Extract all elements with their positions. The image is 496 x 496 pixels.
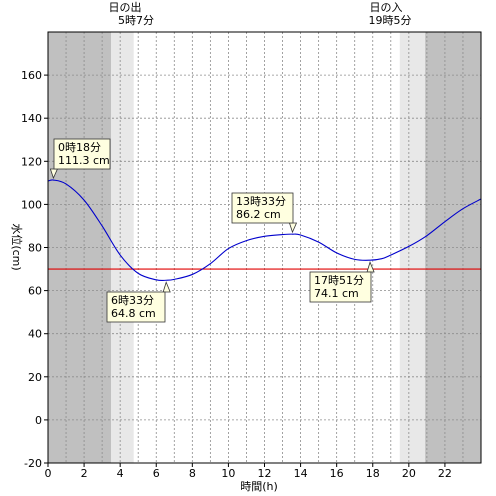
annotation-level: 74.1 cm xyxy=(314,287,359,300)
y-tick-label: 160 xyxy=(21,69,42,82)
sunrise-label: 日の出 xyxy=(109,0,142,14)
x-tick-label: 20 xyxy=(402,467,416,480)
annotation-pointer xyxy=(162,281,171,293)
annotation-time: 13時33分 xyxy=(236,195,286,208)
x-tick-label: 14 xyxy=(294,467,308,480)
y-tick-label: 80 xyxy=(28,242,42,255)
x-tick-label: 12 xyxy=(258,467,272,480)
x-tick-label: 10 xyxy=(221,467,235,480)
y-tick-label: 20 xyxy=(28,371,42,384)
annotation-box xyxy=(53,138,111,170)
x-tick-label: 8 xyxy=(189,467,196,480)
x-tick-label: 6 xyxy=(153,467,160,480)
y-tick-label: 0 xyxy=(35,414,42,427)
x-axis-label: 時間(h) xyxy=(240,480,278,493)
annotation-box xyxy=(309,271,372,303)
x-tick-label: 4 xyxy=(117,467,124,480)
annotation-level: 86.2 cm xyxy=(236,208,281,221)
x-tick-label: 18 xyxy=(366,467,380,480)
sunset-time: 19時5分 xyxy=(369,14,412,27)
x-tick-label: 16 xyxy=(330,467,344,480)
grid-lines xyxy=(48,32,481,463)
y-axis-label: 水位(cm) xyxy=(10,223,24,270)
y-tick-label: 100 xyxy=(21,198,42,211)
y-tick-label: 120 xyxy=(21,155,42,168)
x-tick-label: 0 xyxy=(45,467,52,480)
y-tick-label: 40 xyxy=(28,328,42,341)
series-group xyxy=(47,179,482,282)
annotation-box xyxy=(231,192,294,224)
sunset-label: 日の入 xyxy=(370,1,403,14)
annotation-time: 17時51分 xyxy=(314,274,364,287)
axes: 0 2 4 6 8 10 12 14 16 18 20 22-20020406080100120140… xyxy=(21,31,482,480)
sunrise-time: 5時7分 xyxy=(118,14,154,27)
y-tick-label: -20 xyxy=(24,457,42,470)
y-tick-label: 140 xyxy=(21,112,42,125)
x-tick-label: 2 xyxy=(81,467,88,480)
annotation-level: 64.8 cm xyxy=(111,307,156,320)
annotation-level: 111.3 cm xyxy=(58,154,110,167)
tide-series-line xyxy=(47,179,482,282)
y-tick-label: 60 xyxy=(28,285,42,298)
annotation-time: 6時33分 xyxy=(111,294,154,307)
x-tick-label: 22 xyxy=(438,467,452,480)
twilight-band xyxy=(111,32,134,463)
annotation-time: 0時18分 xyxy=(58,141,101,154)
annotation-box xyxy=(106,291,166,323)
